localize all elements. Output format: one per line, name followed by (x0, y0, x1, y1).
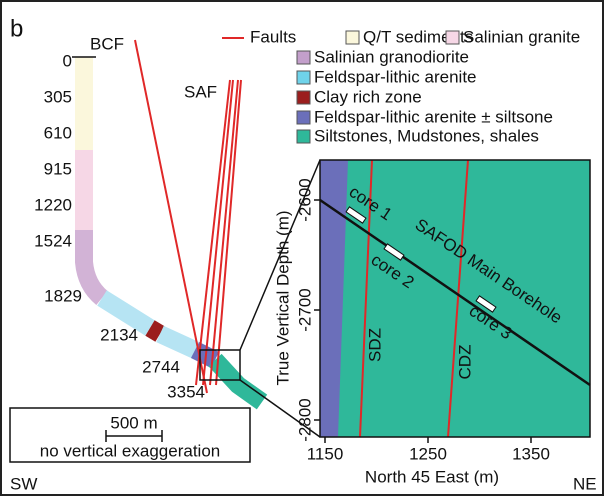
y-tick-label: -2800 (295, 398, 314, 441)
legend: Faults Q/T sediments Salinian granite Sa… (222, 27, 580, 145)
fault-label: BCF (90, 34, 124, 53)
direction: SW (10, 474, 37, 493)
legend-label: Salinian granodiorite (314, 47, 469, 66)
depth-label: 1829 (44, 286, 82, 305)
scale-bar (105, 430, 163, 442)
faults (134, 39, 242, 394)
legend-label: Feldspar-lithic arenite ± siltsone (314, 107, 553, 126)
panel-label: b (10, 15, 23, 42)
depth-label: 0 (63, 51, 72, 70)
y-tick-label: -2600 (295, 178, 314, 221)
depth-label: 915 (44, 159, 72, 178)
borehole-column (75, 57, 268, 410)
x-tick-label: 1150 (307, 444, 344, 463)
legend-label: Feldspar-lithic arenite (314, 67, 477, 86)
x-tick-label: 1350 (512, 444, 550, 463)
zoom-box (199, 349, 241, 381)
scale-box (9, 407, 251, 463)
direction: NE (573, 474, 597, 493)
fault-label: SAF (184, 82, 217, 101)
depth-label: 1524 (34, 231, 72, 250)
depth-label: 1220 (34, 195, 72, 214)
scale-label: 500 m (110, 413, 157, 432)
annotation: SDZ (365, 328, 384, 362)
x-axis-label: North 45 East (m) (365, 467, 499, 486)
depth-label: 2744 (142, 357, 180, 376)
depth-label: 610 (44, 123, 72, 142)
legend-label: Faults (250, 27, 296, 46)
y-axis-label: True Vertical Depth (m) (273, 210, 292, 385)
inset: -2600 -2700 -2800 True Vertical Depth (m… (273, 159, 591, 486)
depth-label: 3354 (167, 382, 205, 401)
depth-labels: 0 305 610 915 1220 1524 1829 2134 2744 3… (34, 51, 205, 401)
legend-label: Clay rich zone (314, 87, 422, 106)
depth-label: 2134 (100, 325, 138, 344)
y-tick-label: -2700 (295, 288, 314, 331)
scale-note: no vertical exaggeration (40, 441, 221, 460)
depth-label: 305 (44, 87, 72, 106)
x-tick-label: 1250 (409, 444, 447, 463)
zoom-lines (239, 159, 321, 438)
legend-label: Salinian granite (463, 27, 580, 46)
legend-label: Siltstones, Mudstones, shales (314, 126, 539, 145)
annotation: CDZ (455, 345, 474, 380)
